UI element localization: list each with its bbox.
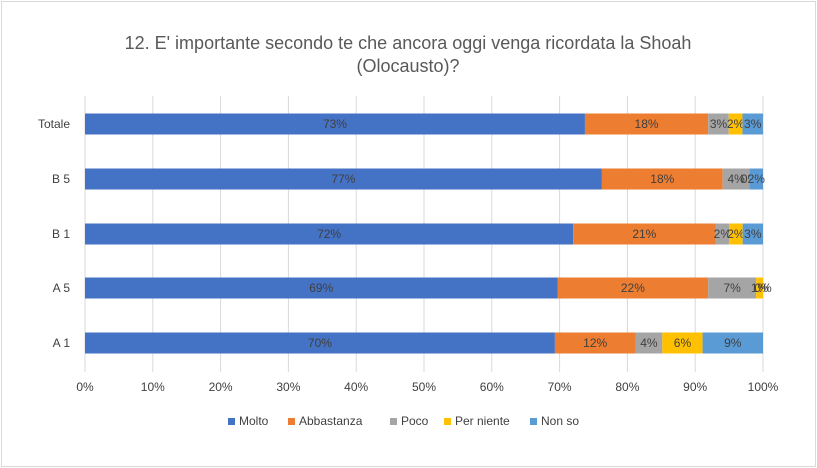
- data-label: 2%: [714, 227, 732, 241]
- data-label: 6%: [674, 336, 692, 350]
- bar-segment: [85, 223, 574, 245]
- chart-title-line-2: (Olocausto)?: [356, 56, 459, 76]
- data-label: 4%: [640, 336, 658, 350]
- bar-segment: [85, 113, 585, 135]
- bar-segment: [601, 168, 723, 190]
- category-label: B 1: [52, 227, 70, 241]
- bar-segment: [728, 113, 743, 135]
- data-label: 70%: [308, 336, 332, 350]
- x-tick-label: 20%: [209, 380, 233, 394]
- legend-swatch: [288, 418, 295, 425]
- data-label: 3%: [744, 227, 762, 241]
- x-tick-label: 60%: [480, 380, 504, 394]
- data-label: 2%: [727, 117, 745, 131]
- legend-swatch: [390, 418, 397, 425]
- category-label: Totale: [38, 117, 70, 131]
- bars: 73%18%3%2%3%77%18%4%0%2%72%21%2%2%3%69%2…: [85, 113, 772, 354]
- bar-segment: [756, 277, 763, 299]
- bar-segment: [742, 113, 763, 135]
- bar-segment: [749, 168, 763, 190]
- bar-segment: [554, 332, 636, 354]
- data-label: 4%: [727, 172, 745, 186]
- category-label: A 5: [53, 281, 71, 295]
- data-label: 2%: [727, 227, 745, 241]
- data-label: 21%: [632, 227, 656, 241]
- bar-segment: [708, 277, 757, 299]
- x-tick-label: 80%: [615, 380, 639, 394]
- data-label: 22%: [621, 281, 645, 295]
- data-label: 69%: [309, 281, 333, 295]
- bar-segment: [729, 223, 743, 245]
- legend-entry: Per niente: [455, 414, 510, 428]
- x-tick-label: 0%: [76, 380, 94, 394]
- data-label: 1%: [751, 281, 769, 295]
- category-label: A 1: [53, 336, 71, 350]
- data-label: 3%: [710, 117, 728, 131]
- data-label: 0%: [754, 281, 772, 295]
- data-label: 3%: [744, 117, 762, 131]
- bar-segment: [85, 332, 555, 354]
- x-tick-label: 10%: [141, 380, 165, 394]
- x-tick-label: 30%: [276, 380, 300, 394]
- data-label: 18%: [635, 117, 659, 131]
- category-label: B 5: [52, 172, 70, 186]
- bar-segment: [708, 113, 729, 135]
- bar-segment: [85, 168, 602, 190]
- x-axis-ticks: 0% 10% 20% 30% 40% 50% 60% 70% 80% 90% 100%: [76, 380, 778, 394]
- bar-segment: [85, 277, 558, 299]
- x-tick-label: 100%: [748, 380, 779, 394]
- legend: Molto Abbastanza Poco Per niente Non so: [228, 414, 579, 428]
- bar-segment: [573, 223, 716, 245]
- legend-swatch: [444, 418, 451, 425]
- legend-swatch: [530, 418, 537, 425]
- bar-segment: [722, 168, 750, 190]
- chart-title-line-1: 12. E' importante secondo te che ancora …: [125, 33, 692, 53]
- data-label: 73%: [323, 117, 347, 131]
- legend-entry: Non so: [541, 414, 579, 428]
- bar-segment: [702, 332, 763, 354]
- legend-entry: Poco: [401, 414, 429, 428]
- legend-entry: Molto: [239, 414, 269, 428]
- data-label: 9%: [724, 336, 742, 350]
- data-label: 77%: [331, 172, 355, 186]
- bar-segment: [742, 223, 763, 245]
- bar-segment: [557, 277, 709, 299]
- data-label: 12%: [583, 336, 607, 350]
- legend-swatch: [228, 418, 235, 425]
- data-label: 7%: [724, 281, 742, 295]
- x-tick-label: 70%: [548, 380, 572, 394]
- data-label: 72%: [317, 227, 341, 241]
- bar-segment: [662, 332, 703, 354]
- x-tick-label: 50%: [412, 380, 436, 394]
- category-labels: Totale B 5 B 1 A 5 A 1: [38, 117, 70, 350]
- x-tick-label: 40%: [344, 380, 368, 394]
- x-tick-label: 90%: [683, 380, 707, 394]
- bar-segment: [584, 113, 709, 135]
- bar-segment: [715, 223, 730, 245]
- bar-segment: [635, 332, 663, 354]
- data-label: 18%: [650, 172, 674, 186]
- legend-entry: Abbastanza: [299, 414, 363, 428]
- data-label: 2%: [748, 172, 766, 186]
